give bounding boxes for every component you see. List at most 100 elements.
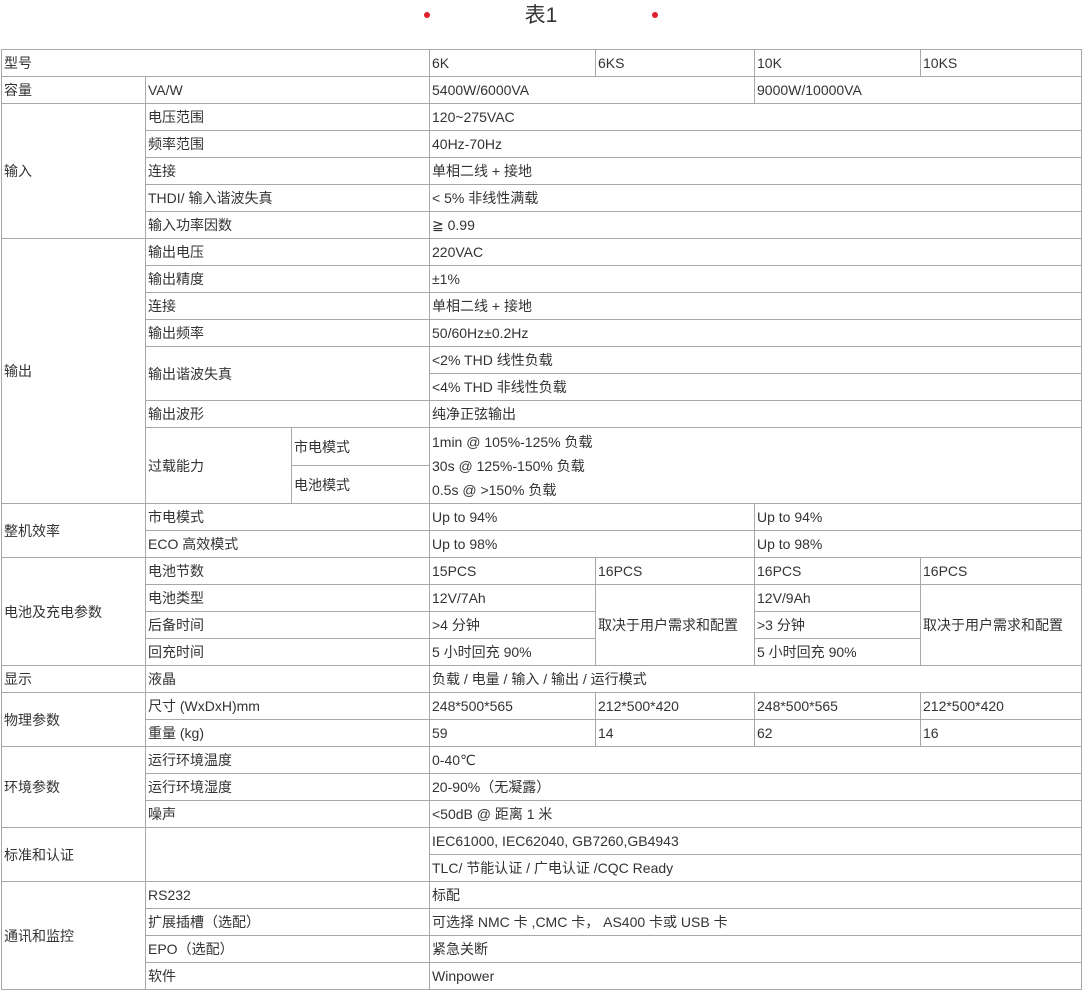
table-cell: 软件: [145, 962, 430, 990]
table-row: 环境参数 运行环境温度 0-40℃: [1, 746, 1082, 828]
table-cell: 整机效率: [1, 503, 146, 558]
table-cell: 220VAC: [429, 238, 1082, 266]
table-cell: 5400W/6000VA: [429, 76, 755, 104]
table-cell: 输出谐波失真: [145, 346, 430, 401]
table-cell: 16PCS: [595, 557, 755, 585]
table-cell: VA/W: [145, 76, 430, 104]
table-row: 电池类型 12V/7Ah 取决于用户需求和配置 12V/9Ah 取决于用户需求和配置: [2, 584, 1082, 666]
table-row: 容量 VA/W 5400W/6000VA 9000W/10000VA: [1, 76, 1082, 104]
table-cell: 输出电压: [145, 238, 430, 266]
table-cell: 取决于用户需求和配置: [920, 584, 1082, 666]
decorative-dot-right: [652, 12, 658, 18]
table-cell: 液晶: [145, 665, 430, 693]
table-cell: 248*500*565: [429, 692, 596, 720]
table-cell: 输出: [1, 238, 146, 504]
table-row: 回充时间 5 小时回充 90% 5 小时回充 90%: [2, 638, 1082, 666]
table-row: <4% THD 非线性负载: [2, 373, 1082, 401]
table-cell: Up to 98%: [754, 530, 1082, 558]
table-cell: IEC61000, IEC62040, GB7260,GB4943: [429, 827, 1082, 855]
table-cell: 标配: [429, 881, 1082, 909]
table-cell: 电池及充电参数: [1, 557, 146, 666]
table-row: 整机效率 市电模式 Up to 94% Up to 94%: [1, 503, 1082, 558]
table-cell: 输出频率: [145, 319, 430, 347]
table-cell: ≧ 0.99: [429, 211, 1082, 239]
table-cell: 20-90%（无凝露）: [429, 773, 1082, 801]
table-row: 软件 Winpower: [2, 962, 1082, 990]
table-cell: 40Hz-70Hz: [429, 130, 1082, 158]
cell-line: 1min @ 105%-125% 负载: [432, 433, 593, 450]
table-cell: 运行环境湿度: [145, 773, 430, 801]
table-row: 输出波形 纯净正弦输出: [2, 400, 1082, 428]
table-cell: 10K: [754, 49, 921, 77]
table-cell: >3 分钟: [754, 611, 921, 639]
table-cell: 输入功率因数: [145, 211, 430, 239]
table-cell: 0-40℃: [429, 746, 1082, 774]
table-cell: 电池节数: [145, 557, 430, 585]
table-cell: 市电模式: [145, 503, 430, 531]
cell-line: 30s @ 125%-150% 负载: [432, 457, 585, 474]
table-cell: Up to 94%: [754, 503, 1082, 531]
table-row: 通讯和监控 RS232 标配: [1, 881, 1082, 990]
table-cell: 16PCS: [920, 557, 1082, 585]
table-cell: 输出波形: [145, 400, 430, 428]
table-row: THDI/ 输入谐波失真 < 5% 非线性满载: [2, 184, 1082, 212]
table-cell: 212*500*420: [595, 692, 755, 720]
table-row: 输出谐波失真 <2% THD 线性负载: [2, 346, 1082, 401]
table-cell: 过载能力: [145, 427, 292, 504]
table-cell: <4% THD 非线性负载: [429, 373, 1082, 401]
table-cell: 尺寸 (WxDxH)mm: [145, 692, 430, 720]
spec-table: 型号 6K 6KS 10K 10KS 容量 VA/W 5400W/6000VA 9000W/10…: [1, 49, 1082, 990]
table-cell: 物理参数: [1, 692, 146, 747]
table-cell: [145, 827, 430, 882]
table-row: 连接 单相二线 + 接地: [2, 292, 1082, 320]
table-cell: 环境参数: [1, 746, 146, 828]
table-cell: Winpower: [429, 962, 1082, 990]
table-row: 运行环境湿度 20-90%（无凝露）: [2, 773, 1082, 801]
table-row: 后备时间 >4 分钟 >3 分钟: [2, 611, 1082, 639]
table-row: 重量 (kg) 59 14 62 16: [2, 719, 1082, 747]
table-cell: 电压范围: [145, 103, 430, 131]
table-cell: 59: [429, 719, 596, 747]
table-cell: 连接: [145, 157, 430, 185]
table-cell: 5 小时回充 90%: [754, 638, 921, 666]
table-cell: 容量: [1, 76, 146, 104]
table-cell: 9000W/10000VA: [754, 76, 1082, 104]
table-cell: 纯净正弦输出: [429, 400, 1082, 428]
table-cell: 62: [754, 719, 921, 747]
table-row: 电池及充电参数 电池节数 15PCS 16PCS 16PCS 16PCS: [1, 557, 1082, 666]
table-row: 连接 单相二线 + 接地: [2, 157, 1082, 185]
table-cell: EPO（选配）: [145, 935, 430, 963]
table-cell: 5 小时回充 90%: [429, 638, 596, 666]
table-cell: TLC/ 节能认证 / 广电认证 /CQC Ready: [429, 854, 1082, 882]
table-cell: 6KS: [595, 49, 755, 77]
table-cell: 运行环境温度: [145, 746, 430, 774]
table-row: 型号 6K 6KS 10K 10KS: [1, 49, 1082, 77]
table-row: 输入功率因数 ≧ 0.99: [2, 211, 1082, 239]
table-cell: 12V/9Ah: [754, 584, 921, 612]
table-cell: <2% THD 线性负载: [429, 346, 1082, 374]
table-cell: Up to 94%: [429, 503, 755, 531]
table-cell: 回充时间: [145, 638, 430, 666]
table-cell: 16: [920, 719, 1082, 747]
table-cell: 连接: [145, 292, 430, 320]
table-cell: 可选择 NMC 卡 ,CMC 卡， AS400 卡或 USB 卡: [429, 908, 1082, 936]
table-row: 显示 液晶 负载 / 电量 / 输入 / 输出 / 运行模式: [1, 665, 1082, 693]
table-row: TLC/ 节能认证 / 广电认证 /CQC Ready: [2, 854, 1082, 882]
table-cell: 显示: [1, 665, 146, 693]
table-cell: 212*500*420: [920, 692, 1082, 720]
table-cell: 负载 / 电量 / 输入 / 输出 / 运行模式: [429, 665, 1082, 693]
table-cell: < 5% 非线性满载: [429, 184, 1082, 212]
table-cell: RS232: [145, 881, 430, 909]
table-cell: 通讯和监控: [1, 881, 146, 990]
table-row: 电池模式: [2, 465, 1082, 504]
table-cell: 输入: [1, 103, 146, 239]
table-cell: 10KS: [920, 49, 1082, 77]
table-cell: 重量 (kg): [145, 719, 430, 747]
table-cell: 扩展插槽（选配）: [145, 908, 430, 936]
table-cell: 单相二线 + 接地: [429, 157, 1082, 185]
table-row: EPO（选配） 紧急关断: [2, 935, 1082, 963]
table-cell: Up to 98%: [429, 530, 755, 558]
table-cell: 120~275VAC: [429, 103, 1082, 131]
cell-line: 0.5s @ >150% 负载: [432, 481, 557, 498]
table-row: 输出 输出电压 220VAC: [1, 238, 1082, 504]
